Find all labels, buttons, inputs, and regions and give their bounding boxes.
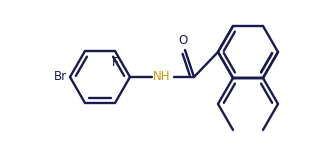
Text: O: O xyxy=(178,34,188,47)
Text: NH: NH xyxy=(153,71,170,83)
Text: Br: Br xyxy=(54,71,67,83)
Text: F: F xyxy=(112,56,118,69)
